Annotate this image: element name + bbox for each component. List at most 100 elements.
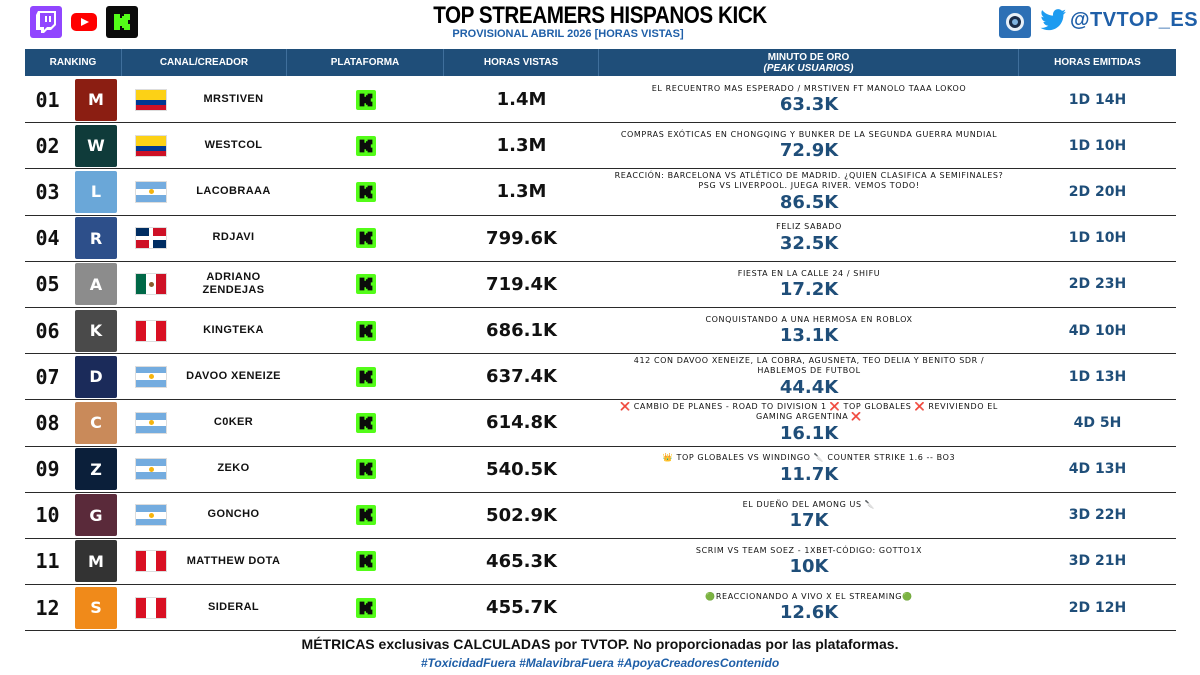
- hours-watched: 1.4M: [496, 89, 547, 111]
- table-row: 01 M MRSTIVEN 1.4M EL RECUENTRO MAS ESPE…: [25, 77, 1176, 124]
- avatar-cell: R: [70, 217, 122, 260]
- peak-cell: FELIZ SABADO 32.5K: [599, 222, 1019, 253]
- channel-name[interactable]: ZEKO: [217, 462, 250, 475]
- flag-cell: [122, 365, 180, 388]
- peak-stream-title: REACCIÓN: BARCELONA VS ATLÉTICO DE MADRI…: [614, 171, 1004, 191]
- table-row: 11 M MATTHEW DOTA 465.3K SCRIM VS TEAM S…: [25, 539, 1176, 586]
- table-row: 03 L LACOBRAAA 1.3M REACCIÓN: BARCELONA …: [25, 169, 1176, 216]
- kick-icon: [355, 135, 376, 156]
- argentina-flag-icon: [135, 411, 167, 434]
- hours-streamed: 2D 20H: [1068, 183, 1127, 200]
- hours-streamed: 3D 22H: [1068, 507, 1127, 524]
- peru-flag-icon: [135, 550, 167, 573]
- kick-icon: [355, 459, 376, 480]
- kick-icon: [355, 89, 376, 110]
- channel-name[interactable]: KINGTEKA: [203, 323, 264, 336]
- platform-cell: [287, 89, 444, 110]
- kick-icon: [355, 320, 376, 341]
- avatar-cell: M: [70, 540, 122, 583]
- twitter-handle[interactable]: @TVTOP_ES: [1070, 9, 1199, 31]
- platform-cell: [287, 320, 444, 341]
- hours-streamed: 1D 13H: [1068, 368, 1127, 385]
- peak-cell: 👑 TOP GLOBALES VS WINDINGO 🔪 COUNTER STR…: [599, 453, 1019, 484]
- channel-name[interactable]: MATTHEW DOTA: [186, 554, 281, 567]
- table-header: RANKING CANAL/CREADOR PLATAFORMA HORAS V…: [25, 49, 1176, 76]
- peak-stream-title: CONQUISTANDO A UNA HERMOSA EN ROBLOX: [705, 314, 913, 324]
- platform-cell: [287, 412, 444, 433]
- avatar[interactable]: M: [75, 540, 117, 583]
- column-header-ranking: RANKING: [25, 49, 122, 76]
- channel-name[interactable]: MRSTIVEN: [203, 92, 264, 105]
- channel-name[interactable]: LACOBRAAA: [196, 185, 271, 198]
- channel-name[interactable]: WESTCOL: [204, 138, 263, 151]
- page-subtitle: PROVISIONAL ABRIL 2026 [HORAS VISTAS]: [452, 28, 684, 40]
- avatar[interactable]: G: [75, 494, 117, 537]
- avatar[interactable]: C: [75, 401, 117, 444]
- hours-watched: 686.1K: [486, 320, 557, 342]
- avatar[interactable]: R: [75, 217, 117, 260]
- platform-cell: [287, 551, 444, 572]
- channel-name[interactable]: SIDERAL: [207, 600, 260, 613]
- table-row: 09 Z ZEKO 540.5K 👑 TOP GLOBALES VS WINDI…: [25, 447, 1176, 493]
- flag-cell: [122, 411, 180, 434]
- column-header-horas-emitidas: HORAS EMITIDAS: [1054, 57, 1141, 68]
- platform-cell: [287, 135, 444, 156]
- hours-streamed: 2D 23H: [1068, 276, 1127, 293]
- peak-stream-title: ❌ CAMBIO DE PLANES - ROAD TO DIVISION 1 …: [620, 402, 998, 422]
- colombia-flag-icon: [135, 134, 167, 157]
- flag-cell: [122, 319, 180, 342]
- platform-cell: [287, 274, 444, 295]
- peak-cell: CONQUISTANDO A UNA HERMOSA EN ROBLOX 13.…: [599, 315, 1019, 346]
- rank-number: 01: [35, 87, 60, 112]
- ranking-table: 01 M MRSTIVEN 1.4M EL RECUENTRO MAS ESPE…: [25, 77, 1176, 632]
- peak-viewers: 63.3K: [779, 94, 839, 116]
- avatar[interactable]: L: [75, 170, 117, 213]
- avatar-cell: K: [70, 309, 122, 352]
- channel-name[interactable]: ADRIANO ZENDEJAS: [202, 270, 265, 297]
- avatar[interactable]: K: [75, 309, 117, 352]
- avatar[interactable]: D: [75, 355, 117, 398]
- twitch-icon: [30, 6, 62, 38]
- table-row: 06 K KINGTEKA 686.1K CONQUISTANDO A UNA …: [25, 308, 1176, 355]
- avatar[interactable]: W: [75, 124, 117, 167]
- peru-flag-icon: [135, 319, 167, 342]
- peak-cell: ❌ CAMBIO DE PLANES - ROAD TO DIVISION 1 …: [599, 402, 1019, 444]
- kick-icon: [355, 181, 376, 202]
- kick-icon: [355, 551, 376, 572]
- avatar[interactable]: Z: [75, 448, 117, 491]
- peak-viewers: 32.5K: [779, 232, 839, 254]
- rank-number: 08: [35, 410, 60, 435]
- hours-streamed: 4D 10H: [1068, 322, 1127, 339]
- hours-streamed: 2D 12H: [1068, 599, 1127, 616]
- avatar-cell: L: [70, 170, 122, 213]
- flag-cell: [122, 88, 180, 111]
- peak-stream-title: 👑 TOP GLOBALES VS WINDINGO 🔪 COUNTER STR…: [662, 453, 956, 463]
- argentina-flag-icon: [135, 180, 167, 203]
- platform-cell: [287, 228, 444, 249]
- rank-number: 11: [35, 549, 60, 574]
- hours-watched: 799.6K: [486, 227, 557, 249]
- hours-streamed: 1D 14H: [1068, 91, 1127, 108]
- rank-number: 09: [35, 457, 60, 482]
- flag-cell: [122, 134, 180, 157]
- peak-stream-title: FELIZ SABADO: [776, 222, 842, 232]
- avatar[interactable]: M: [75, 78, 117, 121]
- peak-viewers: 17K: [789, 509, 829, 531]
- channel-name[interactable]: DAVOO XENEIZE: [186, 369, 281, 382]
- peak-viewers: 10K: [789, 556, 829, 578]
- channel-name[interactable]: RDJAVI: [212, 231, 255, 244]
- table-row: 05 A ADRIANO ZENDEJAS 719.4K FIESTA EN L…: [25, 262, 1176, 308]
- peak-viewers: 86.5K: [779, 191, 839, 213]
- peak-stream-title: EL DUEÑO DEL AMONG US 🔪: [742, 499, 876, 509]
- avatar[interactable]: A: [75, 263, 117, 306]
- column-header-minuto-oro-label: MINUTO DE ORO: [767, 51, 850, 63]
- avatar-cell: M: [70, 78, 122, 121]
- flag-cell: [122, 550, 180, 573]
- channel-name[interactable]: C0KER: [213, 416, 254, 429]
- peak-cell: FIESTA EN LA CALLE 24 / SHIFU 17.2K: [599, 269, 1019, 300]
- channel-name[interactable]: GONCHO: [207, 508, 260, 521]
- column-header-horas-vistas: HORAS VISTAS: [444, 49, 599, 76]
- top-bar: TOP STREAMERS HISPANOS KICK PROVISIONAL …: [0, 0, 1200, 48]
- avatar[interactable]: S: [75, 586, 117, 629]
- dominican-flag-icon: [135, 227, 167, 250]
